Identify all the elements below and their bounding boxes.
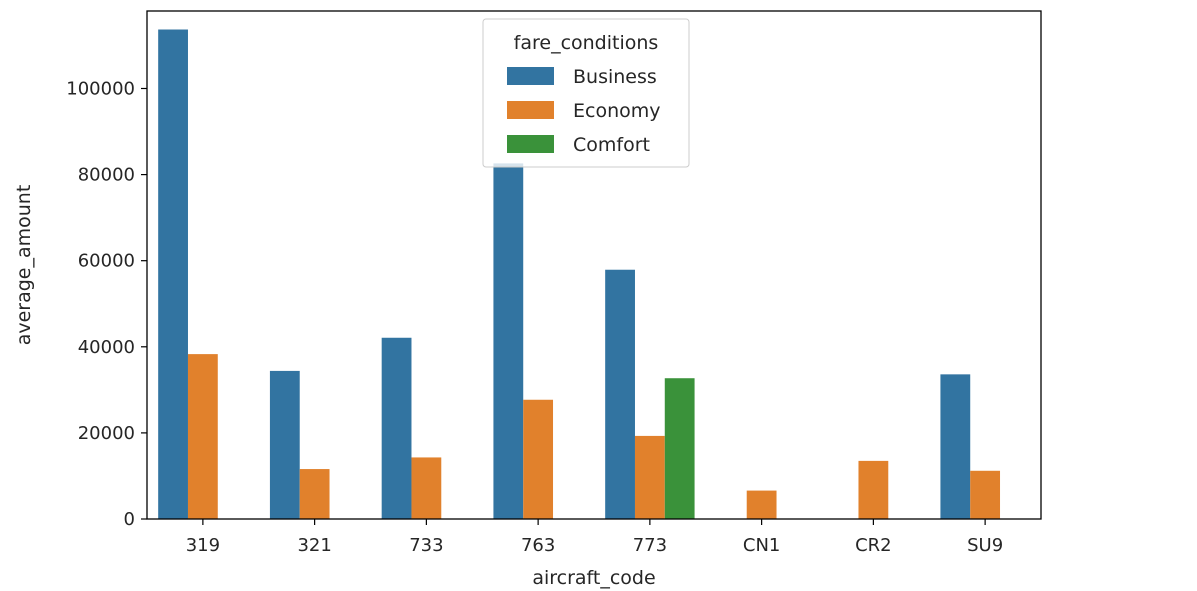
bar-economy-cr2 [858, 460, 889, 519]
legend-swatch-business [507, 67, 554, 85]
legend-title: fare_conditions [514, 32, 659, 54]
y-tick-label: 60000 [78, 251, 135, 272]
bar-economy-su9 [970, 470, 1001, 519]
bar-economy-cn1 [746, 490, 777, 519]
y-tick-label: 100000 [66, 78, 135, 99]
legend-label-comfort: Comfort [573, 134, 650, 156]
x-tick-label: 773 [633, 535, 667, 556]
legend-items: Business Economy Comfort [507, 66, 661, 156]
bar-business-733 [381, 337, 412, 519]
bar-business-321 [269, 370, 300, 519]
x-tick-label: SU9 [967, 535, 1003, 556]
legend-swatch-economy [507, 101, 554, 119]
y-axis-ticks: 0 20000 40000 60000 80000 100000 [66, 78, 147, 530]
legend-label-business: Business [573, 66, 657, 88]
bar-economy-773 [634, 435, 665, 519]
y-axis-label: average_amount [13, 185, 35, 346]
bar-business-763 [493, 163, 524, 519]
bar-economy-319 [187, 354, 218, 519]
plot-frame [146, 10, 1042, 520]
legend-swatch-comfort [507, 135, 554, 153]
bar-business-773 [605, 269, 635, 519]
legend: fare_conditions Business Economy Comfort [482, 18, 690, 168]
bar-comfort-773 [664, 378, 695, 519]
legend-box [482, 18, 690, 168]
y-tick-label: 80000 [78, 165, 135, 186]
y-tick-label: 20000 [78, 423, 135, 444]
bar-economy-763 [523, 399, 554, 519]
y-tick-label: 0 [124, 509, 135, 530]
bars-layer [158, 29, 1001, 519]
x-tick-label: CR2 [855, 535, 892, 556]
x-tick-label: 763 [521, 535, 555, 556]
y-tick-label: 40000 [78, 337, 135, 358]
x-tick-label: 321 [297, 535, 331, 556]
x-axis-label: aircraft_code [532, 567, 655, 589]
legend-label-economy: Economy [573, 100, 661, 122]
x-axis-ticks: 319 321 733 763 773 CN1 CR2 SU9 [186, 519, 1003, 556]
x-tick-label: 319 [186, 535, 220, 556]
x-tick-label: 733 [409, 535, 443, 556]
bar-business-319 [158, 29, 188, 519]
bar-business-su9 [940, 374, 971, 519]
bar-economy-733 [411, 457, 442, 519]
bar-economy-321 [299, 469, 330, 519]
x-tick-label: CN1 [743, 535, 781, 556]
